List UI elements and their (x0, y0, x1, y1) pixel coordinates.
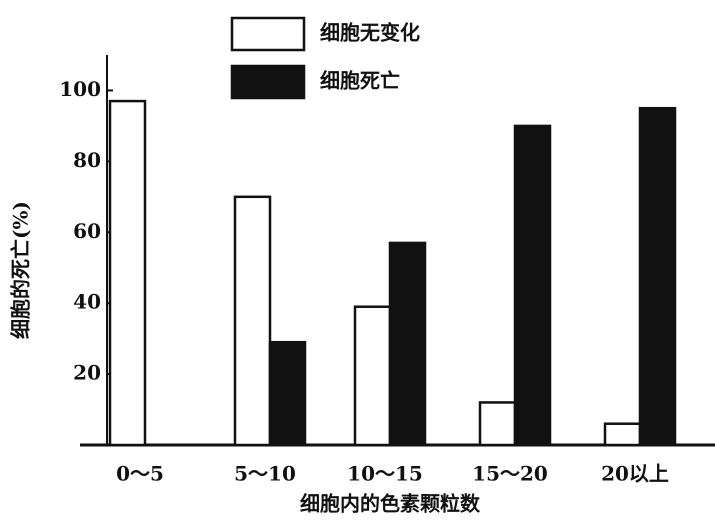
bar (268, 340, 307, 447)
y-tick-label: 80 (73, 148, 101, 172)
x-tick-label: 10～15 (347, 462, 423, 486)
y-tick-label: 20 (73, 361, 101, 385)
bar (513, 124, 552, 447)
x-tick-label: 15～20 (472, 462, 548, 486)
bar (638, 106, 677, 447)
y-tick-label: 100 (59, 77, 101, 101)
bar (233, 195, 272, 447)
y-tick-label: 60 (73, 219, 101, 243)
legend-label: 细胞死亡 (320, 69, 400, 93)
bar (603, 422, 642, 447)
x-tick-label: 0～5 (116, 462, 164, 486)
legend-label: 细胞无变化 (320, 21, 420, 45)
bar (108, 99, 147, 447)
bar (388, 241, 427, 447)
bar (353, 305, 392, 447)
legend-swatch (230, 64, 306, 100)
y-tick-label: 40 (73, 290, 101, 314)
x-axis-label: 细胞内的色素颗粒数 (300, 492, 481, 516)
x-tick-label: 5～10 (234, 462, 296, 486)
legend-swatch (230, 16, 306, 52)
y-axis-label: 细胞的死亡(%) (9, 201, 33, 339)
bar (478, 401, 517, 447)
x-tick-label: 20以上 (601, 462, 669, 486)
